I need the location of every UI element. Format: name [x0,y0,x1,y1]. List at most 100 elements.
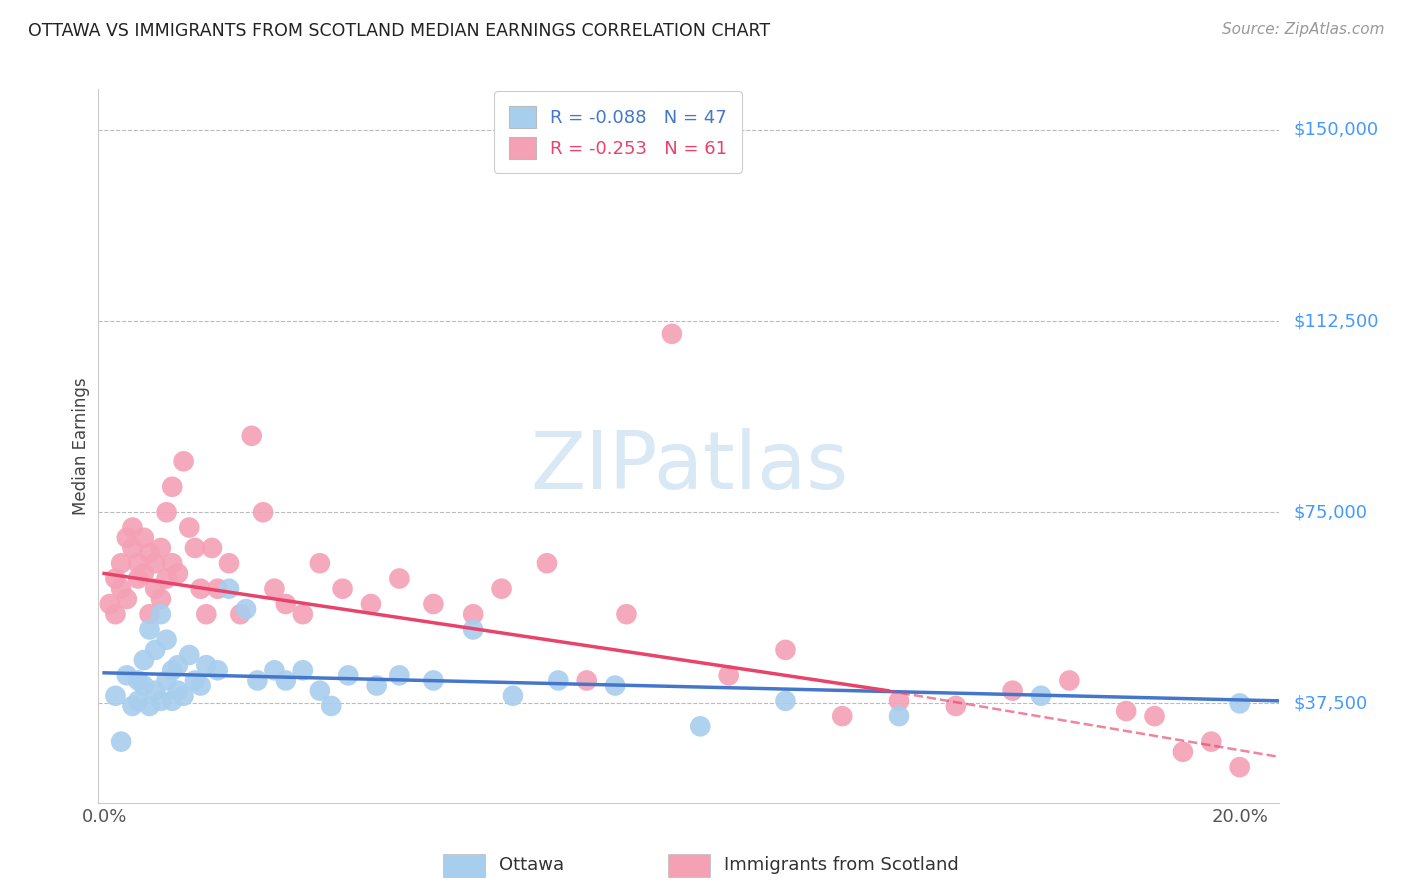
Point [1229,697,1251,711]
Point [190,582,212,596]
Point [132,566,155,581]
Point [155,632,177,647]
Point [195,607,218,622]
Point [246,673,269,688]
Text: Immigrants from Scotland: Immigrants from Scotland [724,856,959,874]
Point [1059,673,1081,688]
Text: $37,500: $37,500 [1294,694,1368,713]
Point [274,673,297,688]
Point [388,668,411,682]
Point [115,668,138,682]
Point [616,607,638,622]
Point [155,673,177,688]
Point [603,679,626,693]
Point [127,556,149,570]
Point [173,454,195,468]
Point [149,694,172,708]
Point [887,709,910,723]
Text: $150,000: $150,000 [1294,121,1378,139]
Point [291,607,314,622]
Point [110,582,132,596]
Text: OTTAWA VS IMMIGRANTS FROM SCOTLAND MEDIAN EARNINGS CORRELATION CHART: OTTAWA VS IMMIGRANTS FROM SCOTLAND MEDIA… [28,22,770,40]
Point [138,607,160,622]
Point [138,623,160,637]
Text: Source: ZipAtlas.com: Source: ZipAtlas.com [1222,22,1385,37]
Point [115,531,138,545]
Point [422,673,444,688]
Point [1229,760,1251,774]
Point [252,505,274,519]
Point [143,643,166,657]
Point [218,582,240,596]
Point [1201,734,1223,748]
Point [149,607,172,622]
Point [121,541,143,555]
Point [263,663,285,677]
Point [104,572,127,586]
Point [689,719,711,733]
Point [263,582,285,596]
Point [332,582,354,596]
Point [337,668,360,682]
Point [201,541,224,555]
Point [179,520,201,534]
Point [162,556,183,570]
Point [98,597,121,611]
Point [366,679,388,693]
Point [132,653,155,667]
Point [775,643,797,657]
Point [661,326,683,341]
Point [1029,689,1052,703]
Point [115,591,138,606]
Point [945,698,967,713]
Point [167,683,190,698]
Point [155,505,177,519]
Point [321,698,343,713]
Point [162,480,183,494]
Point [138,698,160,713]
Point [184,673,207,688]
Point [104,689,127,703]
Point [121,520,143,534]
Point [162,663,183,677]
Point [132,531,155,545]
Legend: R = -0.088   N = 47, R = -0.253   N = 61: R = -0.088 N = 47, R = -0.253 N = 61 [495,91,742,173]
Text: ZIPatlas: ZIPatlas [530,428,848,507]
Point [149,591,172,606]
Point [463,623,485,637]
Point [207,663,229,677]
Point [717,668,740,682]
Point [121,698,143,713]
Text: $75,000: $75,000 [1294,503,1368,521]
Text: $112,500: $112,500 [1294,312,1379,330]
Point [422,597,444,611]
Point [195,658,218,673]
Point [463,607,485,622]
Point [149,541,172,555]
Point [184,541,207,555]
Point [1115,704,1137,718]
Point [887,694,910,708]
Point [104,607,127,622]
Point [218,556,240,570]
Point [173,689,195,703]
Point [491,582,513,596]
Point [547,673,569,688]
Point [229,607,252,622]
Point [775,694,797,708]
Point [143,582,166,596]
Point [162,694,183,708]
Point [240,429,263,443]
Point [127,694,149,708]
Point [143,683,166,698]
Y-axis label: Median Earnings: Median Earnings [72,377,90,515]
Point [536,556,558,570]
Point [127,673,149,688]
Point [110,734,132,748]
Point [309,556,332,570]
Point [138,546,160,560]
Point [207,582,229,596]
Point [1171,745,1194,759]
Point [132,679,155,693]
Point [235,602,257,616]
